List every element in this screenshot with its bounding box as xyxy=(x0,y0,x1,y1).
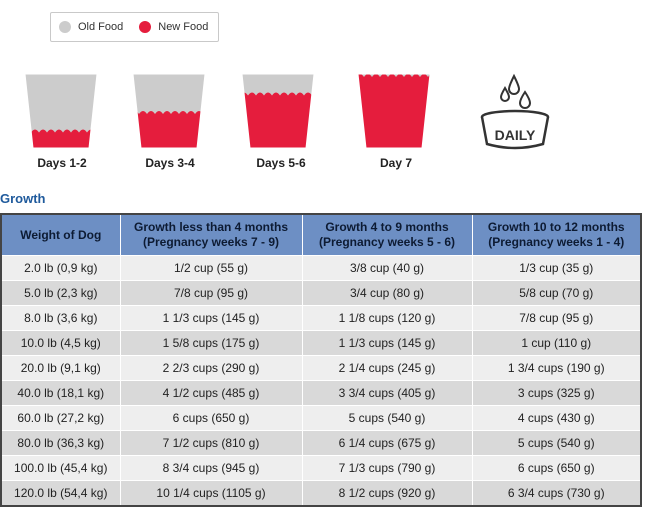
cup-days-1-2 xyxy=(23,66,99,152)
legend-old-food: Old Food xyxy=(59,21,123,33)
section-title-growth: Growth xyxy=(0,191,46,206)
table-header-row: Weight of Dog Growth less than 4 months … xyxy=(0,213,642,256)
table-row: 100.0 lb (45,4 kg) 8 3/4 cups (945 g) 7 1/… xyxy=(0,455,642,481)
table-cell-amount: 5 cups (540 g) xyxy=(471,430,642,456)
table-cell-amount: 1 5/8 cups (175 g) xyxy=(119,330,303,356)
table-cell-weight: 80.0 lb (36,3 kg) xyxy=(0,430,121,456)
legend-old-label: Old Food xyxy=(78,21,124,33)
cup-new-food-fill xyxy=(25,129,97,148)
table-cell-amount: 1 1/3 cups (145 g) xyxy=(301,330,473,356)
food-legend: Old Food New Food xyxy=(50,12,219,42)
table-cell-amount: 7/8 cup (95 g) xyxy=(471,305,642,331)
table-cell-amount: 6 3/4 cups (730 g) xyxy=(471,480,642,507)
cup-label-day-7: Day 7 xyxy=(379,156,413,170)
table-cell-amount: 7 1/3 cups (790 g) xyxy=(301,455,473,481)
legend-new-food: New Food xyxy=(139,21,208,33)
table-cell-weight: 8.0 lb (3,6 kg) xyxy=(0,305,121,331)
table-cell-amount: 4 cups (430 g) xyxy=(471,405,642,431)
table-row: 10.0 lb (4,5 kg) 1 5/8 cups (175 g) 1 1/3 … xyxy=(0,330,642,356)
header-growth-10-to-12-months: Growth 10 to 12 months (Pregnancy weeks … xyxy=(471,213,642,256)
table-cell-amount: 8 3/4 cups (945 g) xyxy=(119,455,303,481)
table-cell-amount: 5 cups (540 g) xyxy=(301,405,473,431)
table-cell-amount: 2 1/4 cups (245 g) xyxy=(301,355,473,381)
old-food-dot-icon xyxy=(59,21,71,33)
daily-bowl-icon: DAILY xyxy=(478,72,552,159)
table-cell-weight: 100.0 lb (45,4 kg) xyxy=(0,455,121,481)
table-row: 60.0 lb (27,2 kg) 6 cups (650 g) 5 cups (5… xyxy=(0,405,642,431)
table-row: 80.0 lb (36,3 kg) 7 1/2 cups (810 g) 6 1/4… xyxy=(0,430,642,456)
table-cell-amount: 4 1/2 cups (485 g) xyxy=(119,380,303,406)
table-cell-amount: 8 1/2 cups (920 g) xyxy=(301,480,473,507)
table-row: 2.0 lb (0,9 kg) 1/2 cup (55 g) 3/8 cup (40… xyxy=(0,255,642,281)
cup-day-7 xyxy=(356,66,432,152)
new-food-dot-icon xyxy=(139,21,152,33)
table-cell-weight: 120.0 lb (54,4 kg) xyxy=(0,480,121,507)
table-cell-amount: 6 1/4 cups (675 g) xyxy=(301,430,473,456)
table-cell-amount: 3 3/4 cups (405 g) xyxy=(301,380,473,406)
table-cell-weight: 5.0 lb (2,3 kg) xyxy=(0,280,121,306)
table-cell-weight: 40.0 lb (18,1 kg) xyxy=(0,380,121,406)
cup-days-3-4 xyxy=(131,66,207,152)
table-row: 20.0 lb (9,1 kg) 2 2/3 cups (290 g) 2 1/4 … xyxy=(0,355,642,381)
table-cell-amount: 1 3/4 cups (190 g) xyxy=(471,355,642,381)
table-cell-weight: 2.0 lb (0,9 kg) xyxy=(0,255,121,281)
table-cell-amount: 3/8 cup (40 g) xyxy=(301,255,473,281)
table-cell-amount: 7/8 cup (95 g) xyxy=(119,280,303,306)
table-cell-amount: 6 cups (650 g) xyxy=(119,405,303,431)
table-cell-amount: 1/3 cup (35 g) xyxy=(471,255,642,281)
table-cell-amount: 1/2 cup (55 g) xyxy=(119,255,303,281)
food-transition-illustration: Days 1-2 Days 3-4 Days 5-6 Day 7 xyxy=(0,60,648,175)
table-cell-amount: 1 cup (110 g) xyxy=(471,330,642,356)
table-cell-amount: 3 cups (325 g) xyxy=(471,380,642,406)
cup-new-food-fill xyxy=(133,111,205,148)
table-cell-amount: 7 1/2 cups (810 g) xyxy=(119,430,303,456)
table-cell-amount: 10 1/4 cups (1105 g) xyxy=(119,480,303,507)
cup-new-food-fill xyxy=(358,74,430,148)
cup-days-5-6 xyxy=(240,66,316,152)
header-growth-4-to-9-months: Growth 4 to 9 months (Pregnancy weeks 5 … xyxy=(301,213,473,256)
table-cell-amount: 6 cups (650 g) xyxy=(471,455,642,481)
table-row: 40.0 lb (18,1 kg) 4 1/2 cups (485 g) 3 3/4… xyxy=(0,380,642,406)
cup-label-days-5-6: Days 5-6 xyxy=(256,156,306,170)
table-row: 8.0 lb (3,6 kg) 1 1/3 cups (145 g) 1 1/8 c… xyxy=(0,305,642,331)
table-cell-weight: 10.0 lb (4,5 kg) xyxy=(0,330,121,356)
table-cell-weight: 20.0 lb (9,1 kg) xyxy=(0,355,121,381)
table-cell-amount: 1 1/8 cups (120 g) xyxy=(301,305,473,331)
daily-icon-text: DAILY xyxy=(495,127,536,143)
table-cell-weight: 60.0 lb (27,2 kg) xyxy=(0,405,121,431)
table-cell-amount: 5/8 cup (70 g) xyxy=(471,280,642,306)
cup-new-food-fill xyxy=(242,92,314,148)
table-row: 120.0 lb (54,4 kg) 10 1/4 cups (1105 g) 8 … xyxy=(0,480,642,507)
growth-feeding-table: Weight of Dog Growth less than 4 months … xyxy=(0,213,642,507)
table-row: 5.0 lb (2,3 kg) 7/8 cup (95 g) 3/4 cup (80… xyxy=(0,280,642,306)
header-growth-less-than-4-months: Growth less than 4 months (Pregnancy wee… xyxy=(119,213,303,256)
cup-label-days-3-4: Days 3-4 xyxy=(145,156,195,170)
table-cell-amount: 1 1/3 cups (145 g) xyxy=(119,305,303,331)
legend-new-label: New Food xyxy=(158,21,209,33)
header-weight-of-dog: Weight of Dog xyxy=(0,213,121,256)
cup-label-days-1-2: Days 1-2 xyxy=(37,156,87,170)
table-cell-amount: 2 2/3 cups (290 g) xyxy=(119,355,303,381)
table-cell-amount: 3/4 cup (80 g) xyxy=(301,280,473,306)
